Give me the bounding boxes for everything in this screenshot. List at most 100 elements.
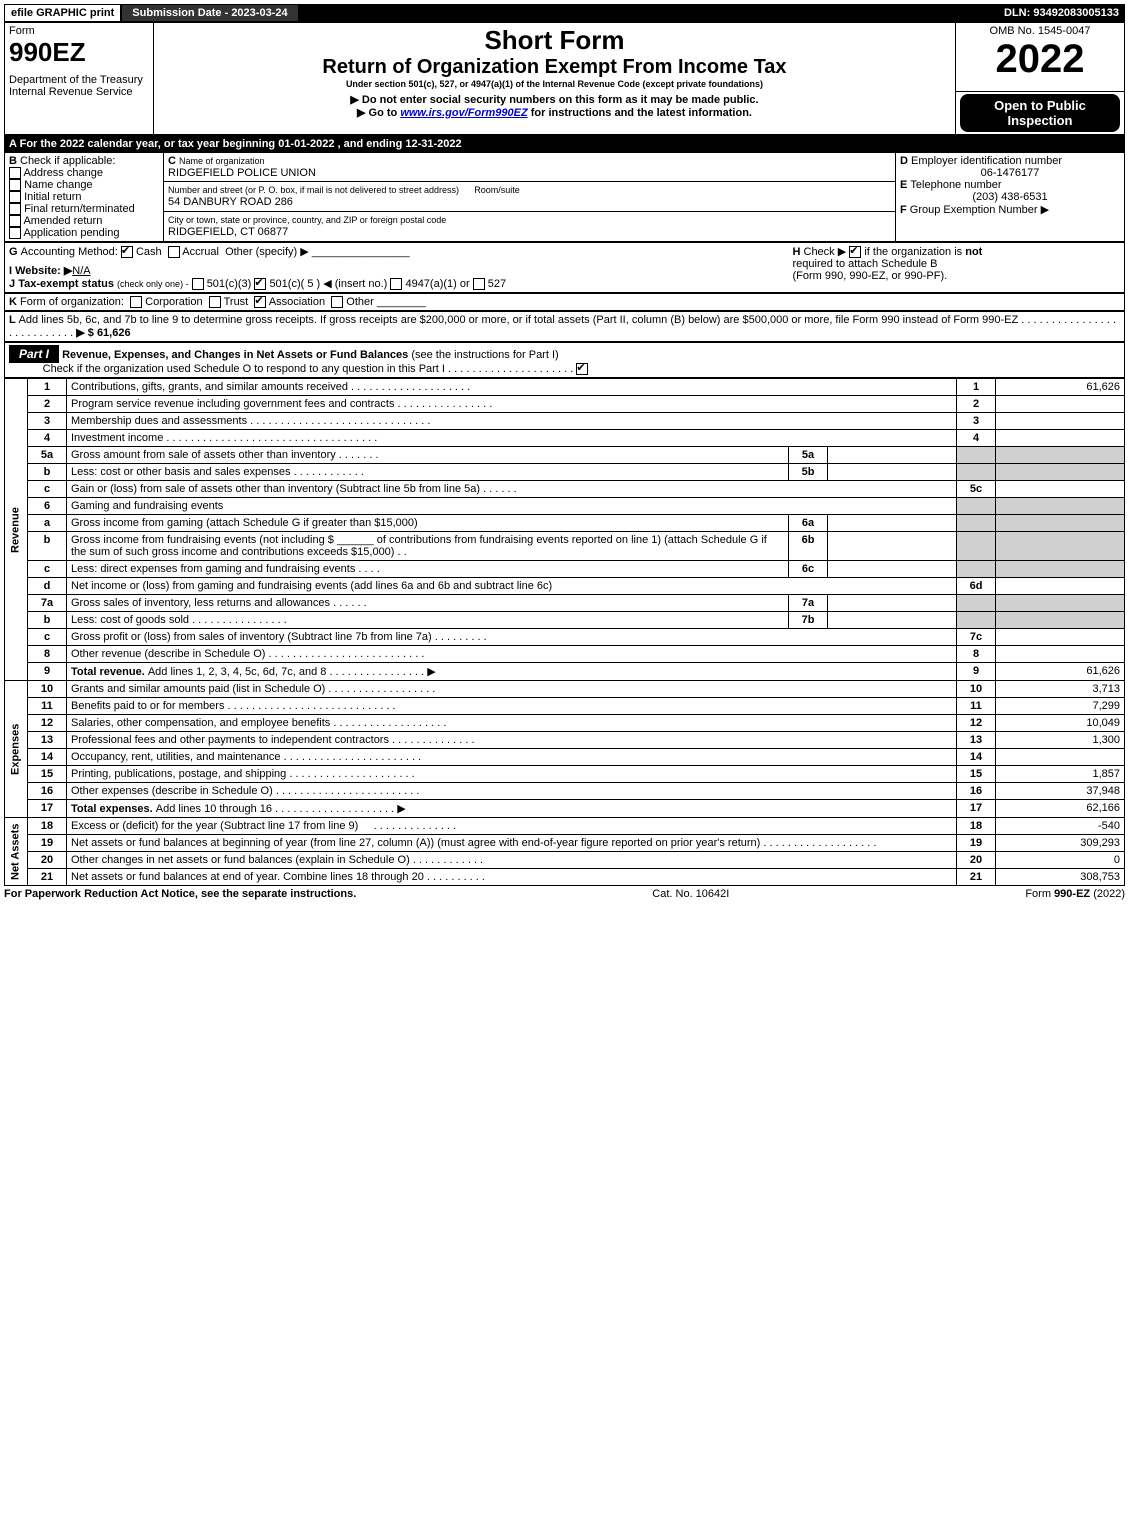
line2-value: [996, 396, 1125, 413]
line5c-value: [996, 481, 1125, 498]
city-value: RIDGEFIELD, CT 06877: [168, 226, 288, 238]
line7c-value: [996, 629, 1125, 646]
phone-label: Telephone number: [910, 179, 1001, 191]
line18-value: -540: [996, 818, 1125, 835]
warn-ssn: ▶ Do not enter social security numbers o…: [158, 93, 951, 106]
checkbox-initial-return[interactable]: [9, 191, 21, 203]
accounting-label: Accounting Method:: [21, 246, 118, 258]
dln-label: DLN: 93492083005133: [998, 5, 1125, 21]
irs-label: Internal Revenue Service: [9, 86, 149, 98]
line3-value: [996, 413, 1125, 430]
info-block: A For the 2022 calendar year, or tax yea…: [4, 135, 1125, 243]
group-exemption-label: Group Exemption Number: [910, 204, 1038, 216]
phone-value: (203) 438-6531: [900, 191, 1120, 203]
line17-value: 62,166: [996, 800, 1125, 818]
checkbox-4947[interactable]: [390, 278, 402, 290]
section-a-text: For the 2022 calendar year, or tax year …: [20, 138, 462, 150]
section-l-text: Add lines 5b, 6c, and 7b to line 9 to de…: [19, 314, 1019, 326]
line6b-sub: [828, 532, 957, 561]
line19-value: 309,293: [996, 835, 1125, 852]
submission-date: Submission Date - 2023-03-24: [121, 4, 298, 22]
line5b-sub: [828, 464, 957, 481]
part1-suffix: (see the instructions for Part I): [411, 349, 558, 361]
checkbox-assoc[interactable]: [254, 296, 266, 308]
top-bar: efile GRAPHIC print Submission Date - 20…: [4, 4, 1125, 22]
footer-right: Form 990-EZ (2022): [1025, 888, 1125, 900]
org-name-label: Name of organization: [179, 156, 265, 166]
tax-exempt-label: Tax-exempt status: [18, 278, 114, 290]
checkbox-address-change[interactable]: [9, 167, 21, 179]
footer: For Paperwork Reduction Act Notice, see …: [4, 886, 1125, 900]
line4-value: [996, 430, 1125, 447]
line8-value: [996, 646, 1125, 663]
checkbox-cash[interactable]: [121, 246, 133, 258]
k-block: K Form of organization: Corporation Trus…: [4, 293, 1125, 311]
checkbox-other-org[interactable]: [331, 296, 343, 308]
warn-goto: ▶ Go to www.irs.gov/Form990EZ for instru…: [158, 106, 951, 119]
section-b-title: Check if applicable:: [20, 155, 115, 167]
checkbox-amended[interactable]: [9, 215, 21, 227]
lines-table: Revenue 1 Contributions, gifts, grants, …: [4, 378, 1125, 886]
line16-value: 37,948: [996, 783, 1125, 800]
gross-receipts: ▶ $ 61,626: [76, 327, 130, 339]
ghij-block: G Accounting Method: Cash Accrual Other …: [4, 242, 1125, 293]
form-org-label: Form of organization:: [20, 296, 124, 308]
checkbox-final-return[interactable]: [9, 203, 21, 215]
open-public-badge: Open to Public Inspection: [960, 94, 1120, 132]
line5a-sub: [828, 447, 957, 464]
room-label: Room/suite: [474, 185, 520, 195]
checkbox-accrual[interactable]: [168, 246, 180, 258]
revenue-section-label: Revenue: [5, 379, 28, 681]
line7b-sub: [828, 612, 957, 629]
tax-year: 2022: [960, 37, 1120, 82]
line20-value: 0: [996, 852, 1125, 869]
checkbox-name-change[interactable]: [9, 179, 21, 191]
checkbox-schedule-o[interactable]: [576, 363, 588, 375]
part1-label: Part I: [9, 345, 59, 363]
part1-header: Part I Revenue, Expenses, and Changes in…: [4, 342, 1125, 378]
netassets-section-label: Net Assets: [5, 818, 28, 886]
footer-mid: Cat. No. 10642I: [652, 888, 729, 900]
l-block: L Add lines 5b, 6c, and 7b to line 9 to …: [4, 311, 1125, 342]
addr-value: 54 DANBURY ROAD 286: [168, 196, 293, 208]
part1-title: Revenue, Expenses, and Changes in Net As…: [62, 349, 408, 361]
irs-link[interactable]: www.irs.gov/Form990EZ: [400, 107, 527, 119]
addr-label: Number and street (or P. O. box, if mail…: [168, 185, 459, 195]
subtitle: Under section 501(c), 527, or 4947(a)(1)…: [158, 79, 951, 89]
line6a-sub: [828, 515, 957, 532]
checkbox-527[interactable]: [473, 278, 485, 290]
form-word: Form: [9, 25, 149, 37]
website-value: N/A: [72, 265, 90, 277]
line15-value: 1,857: [996, 766, 1125, 783]
checkbox-pending[interactable]: [9, 227, 21, 239]
website-label: Website: ▶: [15, 265, 72, 277]
return-title: Return of Organization Exempt From Incom…: [158, 56, 951, 79]
line14-value: [996, 749, 1125, 766]
ein-value: 06-1476177: [900, 167, 1120, 179]
line7a-sub: [828, 595, 957, 612]
omb-label: OMB No. 1545-0047: [960, 25, 1120, 37]
short-form-title: Short Form: [158, 25, 951, 56]
header-table: Form 990EZ Department of the Treasury In…: [4, 22, 1125, 135]
efile-label: efile GRAPHIC print: [4, 4, 121, 22]
checkbox-corp[interactable]: [130, 296, 142, 308]
line21-value: 308,753: [996, 869, 1125, 886]
city-label: City or town, state or province, country…: [168, 215, 446, 225]
checkbox-schedule-b[interactable]: [849, 246, 861, 258]
checkbox-501c[interactable]: [254, 278, 266, 290]
line10-value: 3,713: [996, 681, 1125, 698]
checkbox-501c3[interactable]: [192, 278, 204, 290]
line9-value: 61,626: [996, 663, 1125, 681]
line11-value: 7,299: [996, 698, 1125, 715]
form-number: 990EZ: [9, 37, 149, 68]
checkbox-trust[interactable]: [209, 296, 221, 308]
line12-value: 10,049: [996, 715, 1125, 732]
ein-label: Employer identification number: [911, 155, 1062, 167]
line6c-sub: [828, 561, 957, 578]
line1-value: 61,626: [996, 379, 1125, 396]
expenses-section-label: Expenses: [5, 681, 28, 818]
line13-value: 1,300: [996, 732, 1125, 749]
line6d-value: [996, 578, 1125, 595]
part1-check-line: Check if the organization used Schedule …: [43, 363, 445, 375]
department-label: Department of the Treasury: [9, 74, 149, 86]
